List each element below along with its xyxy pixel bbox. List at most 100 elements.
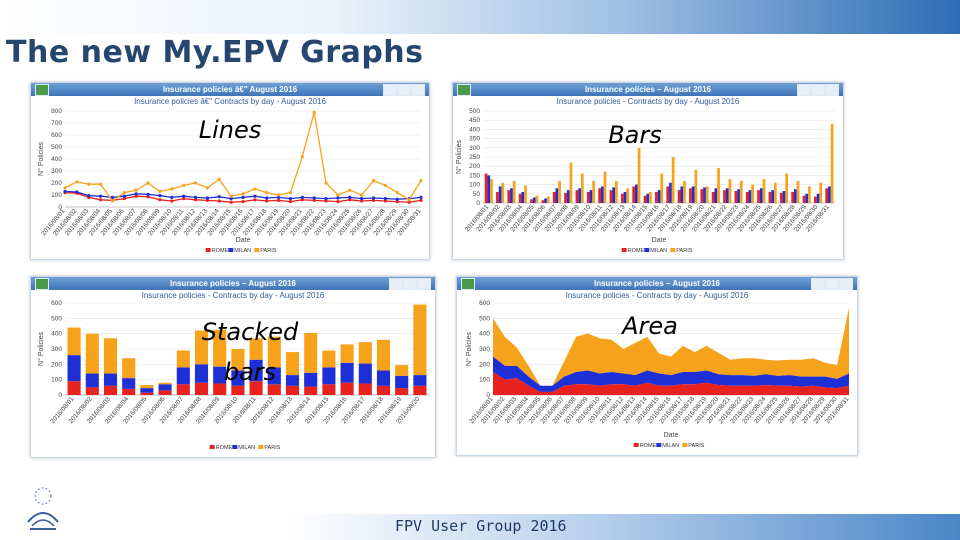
- bar-rome: [734, 191, 738, 203]
- data-point: [265, 191, 269, 195]
- panel-subtitle: Insurance policies - Contracts by day - …: [556, 97, 740, 106]
- bar-milan: [725, 188, 729, 203]
- data-point: [277, 193, 281, 197]
- bar-rome: [598, 188, 601, 203]
- data-point: [383, 197, 387, 201]
- eye-icon[interactable]: [389, 278, 403, 290]
- table-icon[interactable]: [411, 84, 425, 96]
- y-axis-label: N° Policies: [37, 332, 45, 366]
- legend-label: PARIS: [264, 445, 280, 451]
- bar-paris: [785, 173, 789, 203]
- area-rome: [493, 372, 849, 395]
- y-axis-label: N° Policies: [465, 332, 473, 366]
- panel-title: Insurance policies â€" August 2016: [162, 85, 298, 94]
- y-tick-label: 100: [51, 192, 62, 199]
- data-point: [158, 189, 162, 193]
- legend-swatch: [644, 248, 650, 252]
- star-icon[interactable]: [811, 84, 825, 96]
- data-point: [193, 181, 198, 185]
- eye-icon[interactable]: [383, 84, 397, 96]
- star-icon[interactable]: [397, 84, 411, 96]
- stacked-bar-paris: [140, 385, 154, 389]
- bar-rome: [609, 190, 613, 203]
- data-point: [205, 198, 209, 202]
- download-icon[interactable]: [35, 278, 49, 290]
- data-point: [182, 183, 186, 187]
- bar-milan: [487, 175, 491, 203]
- stacked-bar-milan: [194, 364, 209, 383]
- bar-rome: [825, 188, 829, 203]
- legend-swatch: [209, 445, 215, 449]
- download-icon[interactable]: [461, 278, 475, 290]
- panel-subtitle: Insurance policies - Contracts by day - …: [141, 291, 325, 300]
- bar-milan: [805, 193, 809, 203]
- stacked-bar-milan: [304, 372, 318, 387]
- table-icon[interactable]: [839, 278, 853, 290]
- data-point: [241, 195, 245, 199]
- table-icon[interactable]: [417, 278, 431, 290]
- stacked-bar-milan: [122, 378, 136, 389]
- data-point: [336, 200, 340, 204]
- data-point: [371, 179, 376, 183]
- data-point: [122, 191, 126, 195]
- data-point: [288, 200, 293, 204]
- star-icon[interactable]: [403, 278, 417, 290]
- data-point: [312, 198, 316, 202]
- panel-title: Insurance policies – August 2016: [594, 279, 720, 288]
- bar-paris: [808, 186, 811, 203]
- data-point: [360, 199, 364, 203]
- stacked-bar-paris: [358, 342, 372, 364]
- bar-paris: [649, 191, 652, 203]
- data-point: [146, 195, 150, 199]
- stacked-bar-milan: [285, 375, 300, 386]
- y-tick-label: 100: [469, 182, 480, 189]
- data-point: [419, 198, 423, 202]
- stacked-bar-paris: [267, 336, 281, 368]
- legend-swatch: [633, 443, 639, 447]
- bar-paris: [773, 182, 777, 203]
- data-point: [348, 195, 352, 199]
- bar-rome: [518, 193, 522, 203]
- bar-rome: [689, 188, 692, 203]
- download-icon[interactable]: [457, 84, 471, 96]
- bar-milan: [532, 197, 536, 203]
- y-tick-label: 0: [58, 204, 62, 211]
- stacked-bar-milan: [249, 359, 263, 382]
- bar-rome: [745, 191, 749, 203]
- x-axis-label: Date: [236, 237, 251, 244]
- bar-paris: [637, 147, 641, 203]
- legend-label: ROME: [628, 248, 645, 254]
- bar-paris: [626, 188, 630, 203]
- header-band: [0, 0, 960, 34]
- eye-icon[interactable]: [797, 84, 811, 96]
- legend-swatch: [682, 443, 688, 447]
- bar-milan: [771, 190, 774, 203]
- data-point: [300, 155, 304, 159]
- legend-label: MILAN: [662, 443, 679, 449]
- x-axis-label: Date: [652, 237, 667, 244]
- data-point: [324, 181, 328, 185]
- stacked-bar-rome: [158, 390, 172, 395]
- y-tick-label: 500: [51, 315, 62, 322]
- data-point: [241, 192, 245, 196]
- stacked-bar-rome: [395, 388, 409, 395]
- stacked-bar-paris: [67, 327, 81, 356]
- data-point: [170, 199, 174, 203]
- download-icon[interactable]: [35, 84, 49, 96]
- bar-rome: [677, 190, 681, 203]
- eye-icon[interactable]: [811, 278, 825, 290]
- data-point: [407, 200, 411, 204]
- stacked-bar-paris: [285, 352, 300, 376]
- data-point: [348, 188, 352, 192]
- data-point: [205, 196, 209, 200]
- bar-rome: [711, 191, 715, 203]
- bar-milan: [566, 190, 570, 203]
- data-point: [122, 194, 126, 198]
- stacked-bar-milan: [340, 362, 354, 383]
- star-icon[interactable]: [825, 278, 839, 290]
- stacked-bar-rome: [413, 385, 427, 395]
- data-point: [336, 193, 340, 197]
- table-icon[interactable]: [825, 84, 839, 96]
